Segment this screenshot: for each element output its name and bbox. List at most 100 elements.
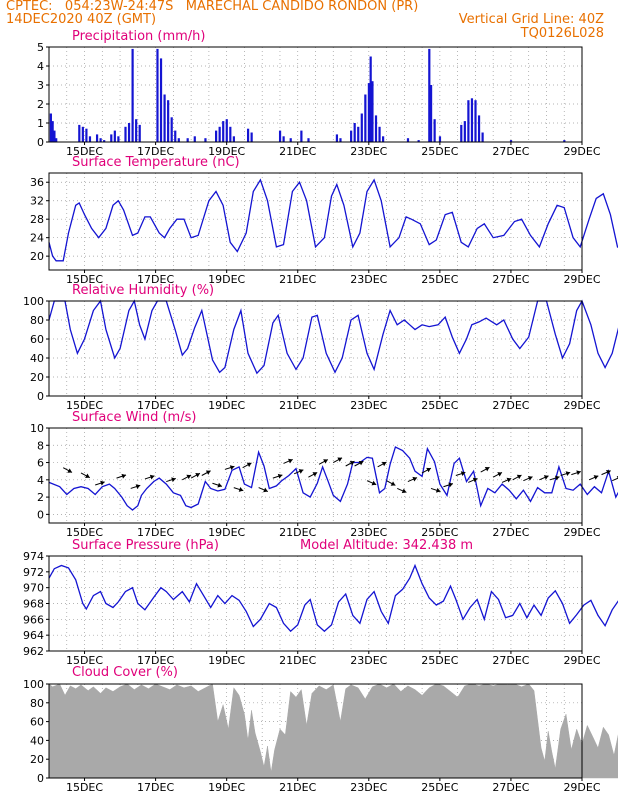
precip-bar: [433, 119, 436, 142]
wind-arrow-head: [426, 467, 431, 473]
wind-arrow-head: [298, 469, 304, 474]
wind-arrow-head: [554, 475, 560, 481]
x-tick-label: 15DEC: [66, 399, 103, 412]
precip-bar: [246, 128, 250, 142]
precip-bar: [339, 138, 342, 142]
precip-bar: [382, 136, 385, 142]
wind-arrow-head: [205, 470, 211, 475]
wind-arrow-head: [323, 459, 328, 464]
wind-arrow-head: [246, 462, 252, 468]
wind-arrow-head: [516, 474, 522, 480]
precip-bar: [103, 140, 106, 142]
precip-bar: [307, 138, 310, 142]
header-datetime: 14DEC2020 40Z (GMT): [6, 12, 157, 27]
wind-arrow-head: [371, 480, 377, 486]
x-tick-label: 19DEC: [208, 399, 245, 412]
precip-bar: [51, 121, 54, 142]
y-tick-label: 40: [30, 734, 44, 747]
x-tick-label: 17DEC: [137, 399, 174, 412]
x-tick-label: 27DEC: [492, 526, 529, 539]
x-tick-label: 23DEC: [350, 654, 387, 667]
y-tick-label: 36: [30, 176, 44, 189]
y-tick-label: 0: [37, 136, 44, 149]
x-tick-label: 21DEC: [279, 654, 316, 667]
x-tick-label: 25DEC: [421, 399, 458, 412]
precip-bar: [159, 58, 163, 142]
precip-bar: [131, 48, 134, 142]
wind-arrow-head: [217, 482, 222, 488]
precip-bar: [138, 124, 141, 142]
wind-arrow-head: [312, 472, 318, 477]
y-tick-label: 10: [30, 422, 44, 435]
x-tick-label: 15DEC: [66, 145, 103, 158]
wind-arrow-head: [412, 476, 418, 482]
x-tick-label: 27DEC: [492, 145, 529, 158]
wind-arrow-head: [435, 487, 441, 493]
y-tick-label: 24: [30, 232, 44, 245]
wind-arrow-head: [263, 487, 268, 493]
precip-bar: [378, 126, 381, 142]
precip-bar: [127, 123, 131, 142]
precip-bar: [229, 126, 232, 142]
x-tick-label: 29DEC: [563, 526, 600, 539]
x-tick-label: 29DEC: [563, 654, 600, 667]
x-tick-label: 29DEC: [563, 399, 600, 412]
y-tick-label: 60: [30, 333, 44, 346]
y-tick-label: 40: [30, 352, 44, 365]
y-tick-label: 4: [37, 60, 44, 73]
precip-bar: [460, 124, 463, 142]
wind-arrow-head: [484, 466, 490, 472]
plot-frame: [48, 172, 583, 271]
y-tick-label: 972: [23, 566, 44, 579]
precip-bar: [364, 94, 367, 142]
wind-arrow-head: [85, 473, 90, 478]
x-tick-label: 29DEC: [563, 273, 600, 286]
y-tick-label: 80: [30, 314, 44, 327]
wind-arrow-head: [593, 475, 599, 480]
precip-bar: [174, 130, 177, 142]
x-tick-label: 17DEC: [137, 526, 174, 539]
x-tick-label: 27DEC: [492, 399, 529, 412]
precip-bar: [463, 121, 466, 142]
precip-bar: [428, 48, 431, 142]
wind-arrow-head: [238, 487, 244, 492]
precip-bar: [99, 138, 102, 142]
panel-rh: 0 20 40 60 80 100 15DEC 17DEC 19DEC 21DEC 23DEC 25D…: [23, 295, 618, 412]
precip-bar: [417, 140, 420, 142]
title-pressure: Surface Pressure (hPa): [72, 538, 219, 553]
x-tick-label: 23DEC: [350, 526, 387, 539]
wind-arrow-head: [381, 461, 387, 467]
y-tick-label: 970: [23, 582, 44, 595]
y-tick-label: 2: [37, 98, 44, 111]
precip-bar: [204, 138, 207, 142]
wind-arrow: [612, 477, 618, 482]
wind-arrow-head: [543, 475, 549, 480]
wind-arrow-head: [229, 465, 235, 470]
y-tick-label: 968: [23, 598, 44, 611]
precip-bar: [371, 81, 374, 142]
title-precipitation: Precipitation (mm/h): [72, 29, 206, 44]
y-tick-label: 6: [37, 457, 44, 470]
precip-bar: [49, 113, 52, 142]
wind-arrow-head: [401, 488, 407, 494]
precip-bar: [357, 126, 360, 142]
panel-wind: 0 2 4 6 8 10 15DEC 17DEC 19DEC 21DEC 23DEC 25DEC 27D…: [30, 422, 618, 539]
x-tick-label: 29DEC: [563, 145, 600, 158]
x-tick-label: 21DEC: [279, 526, 316, 539]
precip-bar: [232, 136, 235, 142]
x-tick-label: 21DEC: [279, 781, 316, 794]
y-tick-label: 100: [23, 295, 44, 308]
header-station: CPTEC: 054:23W-24:47S MARECHAL CANDIDO R…: [6, 0, 419, 14]
precip-bar: [88, 136, 92, 142]
precip-bar: [222, 121, 225, 142]
precip-bar: [124, 126, 127, 142]
x-tick-label: 19DEC: [208, 654, 245, 667]
x-tick-label: 25DEC: [421, 654, 458, 667]
x-tick-label: 19DEC: [208, 273, 245, 286]
wind-arrow-head: [606, 469, 611, 475]
plot-frame: [48, 427, 583, 524]
wind-arrow-head: [576, 470, 581, 476]
plot-frame: [48, 683, 583, 779]
wind-arrow-head: [460, 471, 466, 477]
x-tick-label: 17DEC: [137, 145, 174, 158]
